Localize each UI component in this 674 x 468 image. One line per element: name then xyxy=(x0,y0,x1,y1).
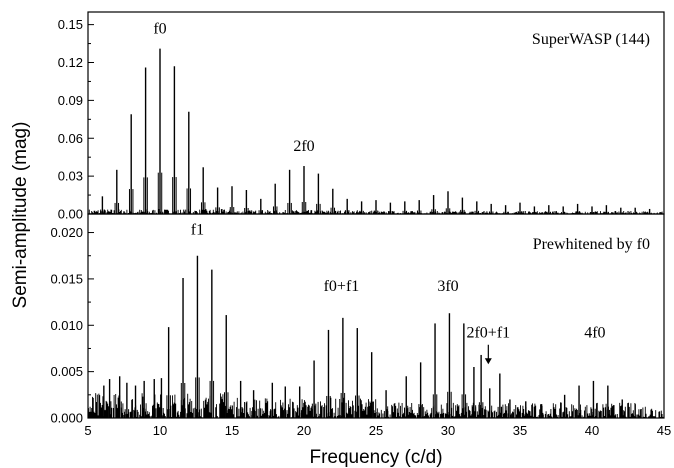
x-tick-label: 15 xyxy=(225,423,239,438)
top-peak-label: 2f0 xyxy=(293,138,314,155)
x-tick-label: 30 xyxy=(441,423,455,438)
bottom-peak-label: f0+f1 xyxy=(324,278,360,295)
bottom-peak-labels: f1 f0+f1 3f0 2f0+f1 4f0 xyxy=(191,221,606,365)
bottom-panel: 0.000 0.005 0.010 0.015 0.020 5 10 15 20 25 30 35 4… xyxy=(50,213,671,438)
top-y-tick-label: 0.12 xyxy=(58,55,83,70)
top-y-tick-label: 0.00 xyxy=(58,207,83,222)
bottom-peak-label: f1 xyxy=(191,221,204,238)
top-panel: 0.00 0.03 0.06 0.09 0.12 0.15 f0 2f0 SuperWASP… xyxy=(58,11,665,222)
top-peak-label: f0 xyxy=(153,20,166,37)
x-tick-label: 10 xyxy=(153,423,167,438)
bottom-peak-label: 3f0 xyxy=(437,278,458,295)
bottom-y-axis: 0.000 0.005 0.010 0.015 0.020 xyxy=(50,225,94,426)
x-tick-label: 35 xyxy=(513,423,527,438)
bottom-peak-label: 2f0+f1 xyxy=(466,324,510,341)
x-tick-label: 45 xyxy=(657,423,671,438)
bottom-spectrum-plot xyxy=(88,255,665,418)
x-tick-label: 20 xyxy=(297,423,311,438)
bottom-y-tick-label: 0.000 xyxy=(50,411,83,426)
top-y-tick-label: 0.15 xyxy=(58,17,83,32)
top-y-tick-label: 0.09 xyxy=(58,93,83,108)
top-peak-labels: f0 2f0 xyxy=(153,20,314,154)
x-tick-label: 25 xyxy=(369,423,383,438)
bottom-y-tick-label: 0.020 xyxy=(50,225,83,240)
top-panel-annotation: SuperWASP (144) xyxy=(532,31,650,48)
top-spectrum-plot xyxy=(88,48,665,214)
annotation-arrowhead xyxy=(484,358,492,365)
x-axis: 5 10 15 20 25 30 35 40 45 xyxy=(84,412,671,438)
x-axis-title: Frequency (c/d) xyxy=(309,447,442,468)
bottom-y-tick-label: 0.005 xyxy=(50,364,83,379)
x-tick-label: 40 xyxy=(585,423,599,438)
bottom-y-tick-label: 0.015 xyxy=(50,271,83,286)
x-tick-label: 5 xyxy=(84,423,91,438)
top-y-tick-label: 0.06 xyxy=(58,131,83,146)
bottom-panel-annotation: Prewhitened by f0 xyxy=(533,236,650,253)
bottom-peak-label: 4f0 xyxy=(584,324,605,341)
top-y-axis: 0.00 0.03 0.06 0.09 0.12 0.15 xyxy=(58,17,665,222)
top-y-tick-label: 0.03 xyxy=(58,169,83,184)
bottom-y-tick-label: 0.010 xyxy=(50,318,83,333)
y-axis-title: Semi-amplitude (mag) xyxy=(10,122,31,309)
